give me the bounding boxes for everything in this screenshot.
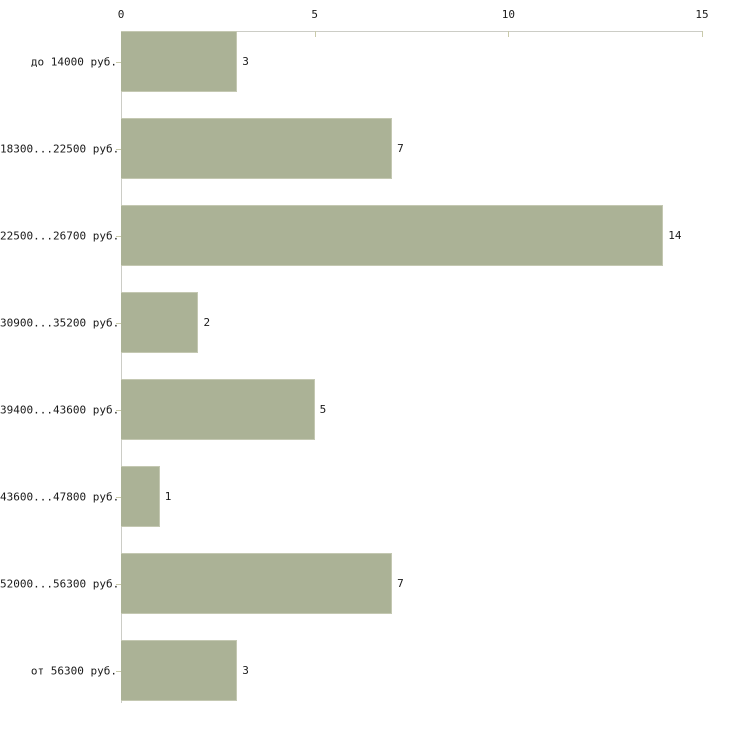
y-axis-tick bbox=[116, 497, 121, 498]
y-axis-tick bbox=[116, 62, 121, 63]
bar[interactable] bbox=[121, 553, 393, 614]
y-axis-tick bbox=[116, 584, 121, 585]
x-axis-tick-label: 10 bbox=[501, 8, 515, 21]
y-axis-tick bbox=[116, 671, 121, 672]
bar-value-label: 14 bbox=[668, 228, 682, 242]
y-axis-category-label: 39400...43600 руб. bbox=[0, 403, 120, 416]
bar[interactable] bbox=[121, 31, 238, 92]
bar[interactable] bbox=[121, 118, 393, 179]
y-axis-line bbox=[121, 31, 122, 703]
bar-value-label: 5 bbox=[319, 402, 327, 416]
bar[interactable] bbox=[121, 205, 664, 266]
bar[interactable] bbox=[121, 292, 199, 353]
bar-value-label: 3 bbox=[242, 54, 249, 68]
bar-value-label: 3 bbox=[242, 663, 249, 677]
x-axis-line bbox=[121, 31, 702, 32]
bar[interactable] bbox=[121, 640, 238, 701]
bar[interactable] bbox=[121, 466, 160, 527]
bar[interactable] bbox=[121, 379, 315, 440]
bar-value-label: 7 bbox=[397, 141, 404, 155]
y-axis-category-label: 52000...56300 руб. bbox=[0, 577, 120, 590]
bar-value-label: 7 bbox=[397, 576, 404, 590]
x-axis-tick bbox=[508, 31, 510, 37]
x-axis-tick bbox=[314, 31, 316, 37]
y-axis-tick bbox=[116, 149, 121, 150]
bar-value-label: 1 bbox=[164, 489, 172, 503]
x-axis-tick bbox=[702, 31, 703, 37]
y-axis-category-label: 18300...22500 руб. bbox=[0, 142, 120, 155]
y-axis-tick bbox=[116, 323, 121, 324]
x-axis-tick-label: 0 bbox=[117, 8, 125, 21]
y-axis-tick bbox=[116, 410, 121, 411]
y-axis-category-label: до 14000 руб. bbox=[30, 55, 117, 68]
y-axis-tick bbox=[116, 236, 121, 237]
y-axis-category-label: 43600...47800 руб. bbox=[0, 490, 120, 503]
y-axis-category-label: 22500...26700 руб. bbox=[0, 229, 120, 242]
y-axis-category-label: от 56300 руб. bbox=[30, 664, 117, 677]
bar-value-label: 2 bbox=[203, 315, 211, 329]
x-axis-tick-label: 15 bbox=[695, 8, 709, 21]
y-axis-category-label: 30900...35200 руб. bbox=[0, 316, 120, 329]
x-axis-tick-label: 5 bbox=[311, 8, 318, 21]
